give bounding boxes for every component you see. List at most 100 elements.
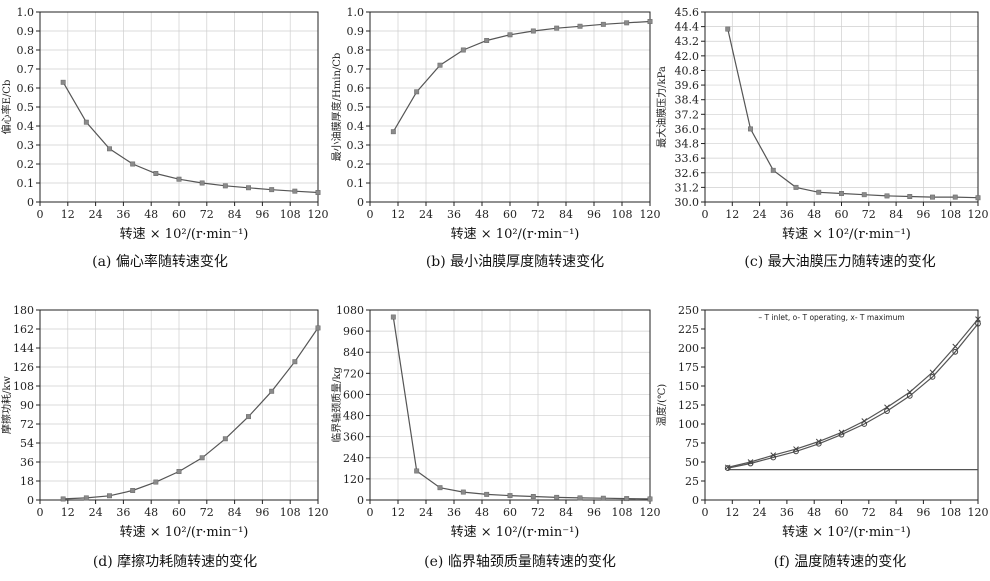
x-tick-label: 60 [172, 208, 186, 221]
y-tick-label: 0.9 [347, 25, 365, 38]
data-point [861, 192, 867, 198]
y-axis-label: 最小油膜厚度/Hmin/Cb [330, 53, 343, 162]
x-tick-label: 72 [862, 506, 876, 519]
data-point [839, 191, 844, 196]
x-axis-label: 转速 × 10²/(r·min⁻¹) [782, 227, 911, 242]
data-point [60, 79, 66, 85]
y-tick-label: 33.6 [675, 152, 700, 165]
y-tick-label: 0.6 [17, 82, 35, 95]
y-tick-label: 960 [343, 325, 364, 338]
data-point [748, 126, 753, 132]
x-tick-label: 84 [228, 506, 242, 519]
y-tick-label: 0.5 [347, 101, 365, 114]
data-point [816, 189, 822, 195]
data-point [246, 414, 251, 420]
x-tick-label: 48 [144, 208, 158, 221]
y-tick-label: 720 [343, 367, 364, 380]
x-tick-label: 84 [559, 506, 573, 519]
data-point [770, 452, 777, 459]
data-point [390, 314, 396, 320]
data-point [437, 485, 443, 491]
x-tick-label: 84 [559, 208, 573, 221]
x-tick-label: 36 [116, 208, 130, 221]
y-tick-label: 30.0 [675, 196, 700, 209]
x-tick-label: 0 [702, 506, 709, 519]
y-tick-label: 0.5 [17, 101, 35, 114]
legend-text: – T inlet, o- T operating, x- T maximum [758, 313, 904, 322]
y-tick-label: 250 [678, 304, 699, 317]
x-tick-label: 60 [503, 506, 517, 519]
y-tick-label: 72 [20, 418, 34, 431]
y-tick-label: 120 [343, 473, 364, 486]
data-point [484, 491, 490, 497]
x-tick-label: 36 [447, 208, 461, 221]
data-point [130, 488, 136, 493]
y-tick-label: 225 [678, 323, 699, 336]
y-tick-label: 37.2 [675, 108, 700, 121]
x-tick-label: 12 [391, 208, 405, 221]
y-tick-label: 175 [678, 361, 699, 374]
x-tick-label: 12 [391, 506, 405, 519]
y-tick-label: 360 [343, 431, 364, 444]
data-point [975, 195, 981, 201]
x-tick-label: 96 [255, 208, 269, 221]
y-tick-label: 44.4 [675, 21, 700, 34]
data-point [507, 32, 513, 38]
data-point [222, 436, 228, 442]
chart-panel: 0 12 24 36 48 60 72 84 96 108 120 0 25 50 75 100 125 150 1… [655, 304, 989, 570]
data-point [793, 446, 799, 452]
y-tick-label: 144 [13, 342, 34, 355]
series-line [62, 81, 319, 194]
y-tick-label: 54 [20, 437, 34, 450]
data-point [530, 28, 536, 34]
x-tick-label: 120 [308, 506, 329, 519]
x-tick-label: 36 [116, 506, 130, 519]
y-tick-label: 18 [20, 475, 34, 488]
y-tick-label: 0.8 [17, 44, 35, 57]
data-point [199, 455, 205, 461]
x-tick-label: 24 [753, 208, 767, 221]
x-tick-label: 0 [37, 506, 44, 519]
y-tick-label: 90 [20, 399, 34, 412]
y-tick-label: 0.4 [17, 120, 35, 133]
y-tick-label: 1.0 [347, 6, 365, 19]
data-point [906, 392, 913, 399]
data-point [222, 183, 228, 189]
chart-caption: (b) 最小油膜厚度随转速变化 [426, 254, 604, 270]
data-point [725, 26, 731, 32]
y-axis-label: 最大油膜压力/kPa [655, 66, 668, 148]
y-tick-label: 0.1 [347, 177, 365, 190]
data-point [724, 464, 731, 471]
x-tick-label: 12 [61, 506, 75, 519]
y-tick-label: 126 [13, 361, 34, 374]
y-tick-label: 0.7 [347, 63, 365, 76]
y-tick-label: 42.0 [675, 50, 700, 63]
y-axis-label: 温度/(℃) [655, 384, 668, 426]
y-tick-label: 100 [678, 418, 699, 431]
chart-panel: 0 12 24 36 48 60 72 84 96 108 120 0 120 240 360 480 600 7… [330, 304, 661, 570]
x-tick-label: 108 [940, 506, 961, 519]
x-tick-label: 60 [835, 208, 849, 221]
y-tick-label: 108 [13, 380, 34, 393]
y-tick-label: 0.8 [347, 44, 365, 57]
data-point [884, 193, 890, 199]
series-line [727, 28, 979, 199]
y-tick-label: 31.2 [675, 181, 700, 194]
series-line [392, 316, 651, 500]
x-tick-label: 72 [862, 208, 876, 221]
x-tick-label: 0 [367, 506, 374, 519]
x-tick-label: 96 [916, 506, 930, 519]
data-point [437, 62, 443, 68]
data-point [624, 20, 630, 26]
x-tick-label: 84 [889, 208, 903, 221]
x-tick-label: 84 [889, 506, 903, 519]
y-tick-label: 150 [678, 380, 699, 393]
x-tick-label: 48 [475, 506, 489, 519]
x-tick-label: 72 [531, 506, 545, 519]
data-point [577, 23, 583, 29]
data-point [484, 38, 490, 43]
data-point [724, 465, 731, 471]
x-tick-label: 96 [916, 208, 930, 221]
y-tick-label: 43.2 [675, 35, 700, 48]
chart-panel: 0 12 24 36 48 60 72 84 96 108 120 0 18 36 54 72 90 108 126… [0, 304, 329, 570]
